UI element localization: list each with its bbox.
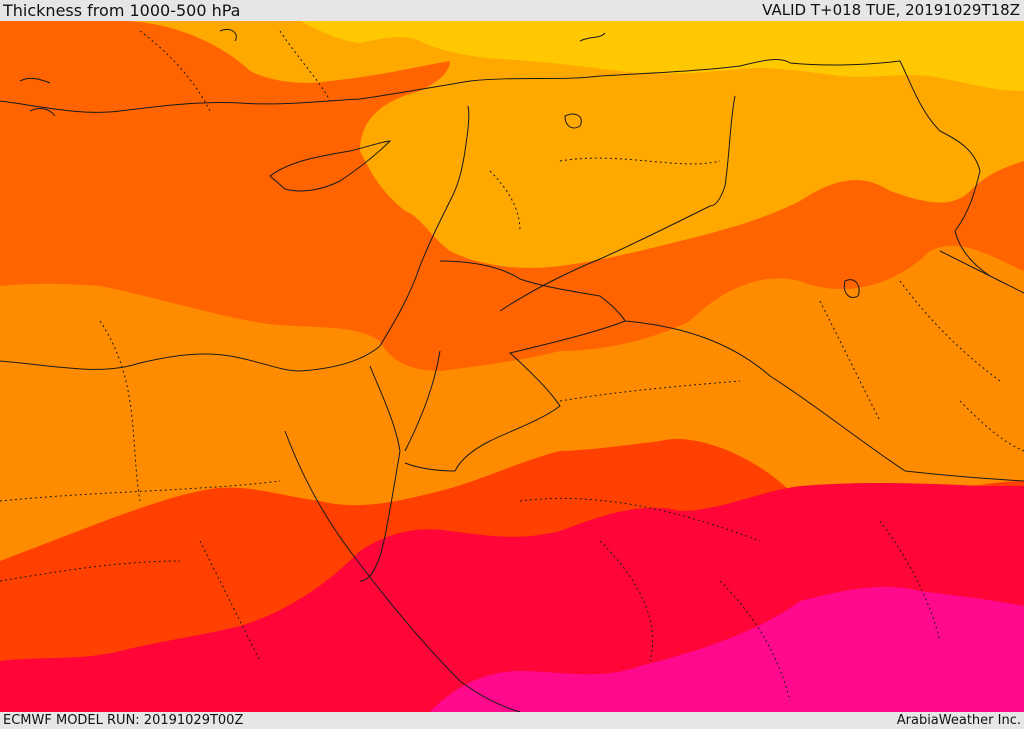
country-borders (0, 30, 1024, 702)
band-7 (430, 586, 1024, 712)
coastlines (0, 28, 1024, 712)
map-title: Thickness from 1000-500 hPa (3, 1, 241, 20)
map-canvas (0, 21, 1024, 712)
thickness-map[interactable] (0, 21, 1024, 712)
band-5 (300, 21, 1024, 91)
model-run: ECMWF MODEL RUN: 20191029T00Z (3, 713, 244, 728)
credit-label: ArabiaWeather Inc. (896, 713, 1021, 728)
valid-time: VALID T+018 TUE, 20191029T18Z (762, 1, 1020, 19)
band-4 (0, 21, 1024, 268)
header-bar: Thickness from 1000-500 hPa VALID T+018 … (0, 0, 1024, 21)
footer-bar: ECMWF MODEL RUN: 20191029T00Z ArabiaWeat… (0, 712, 1024, 729)
